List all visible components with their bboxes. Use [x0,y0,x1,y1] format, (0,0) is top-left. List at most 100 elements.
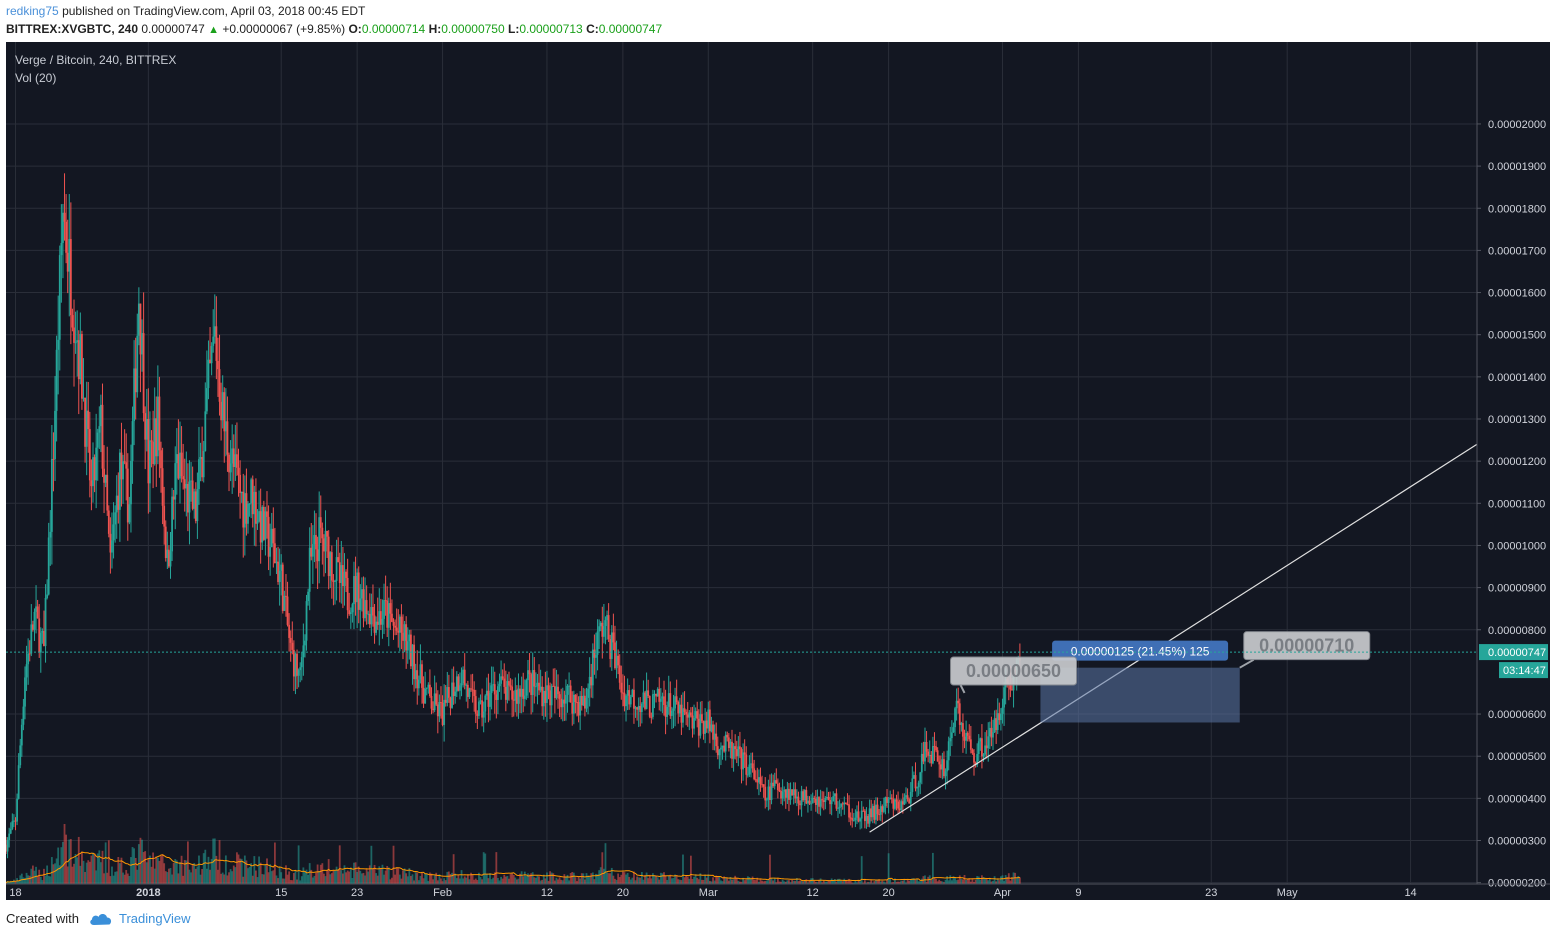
candle-body [669,693,672,716]
volume-bar [666,879,669,884]
candle-body [859,818,862,822]
volume-bar [88,861,91,884]
candle-body [854,817,857,821]
candle-body [112,524,115,541]
candle-body [223,392,226,432]
volume-bar [739,881,741,884]
tradingview-link[interactable]: TradingView [118,911,191,926]
volume-bar [982,877,985,884]
candle-body [587,688,589,698]
candle-body [511,686,514,700]
candle-body [609,639,612,659]
candle-body [362,589,365,619]
candle-body [454,691,457,697]
volume-bar [568,880,570,884]
volume-bar [190,872,192,884]
volume-bar [640,871,643,884]
candle-body [367,613,370,615]
volume-bar [302,867,305,884]
volume-bar [795,878,798,884]
volume-bar [463,876,466,884]
candle-body [976,754,979,766]
volume-bar [958,875,961,884]
candle-body [810,803,812,805]
candle-body [863,810,866,822]
volume-bar [707,874,710,884]
volume-bar [278,866,281,884]
candle-body [648,696,651,717]
candle-body [394,625,397,628]
candle-body [255,491,257,524]
volume-bar [13,879,15,884]
volume-bar [285,865,287,884]
volume-bar [538,876,540,884]
candle-body [852,820,855,822]
candle-body [585,697,588,709]
volume-bar [697,879,700,884]
candle-body [890,797,893,800]
volume-bar [504,876,507,884]
candle-body [144,413,147,440]
candle-body [55,349,58,411]
callout-text: 0.00000650 [966,661,1061,681]
volume-bar [988,877,991,884]
candle-body [217,360,219,370]
volume-bar [310,869,313,884]
volume-bar [250,863,253,884]
candle-body [693,717,695,729]
price-chart[interactable]: 0.00000125 (21.45%) 125 0.00000650 0.00000… [6,42,1550,900]
candle-body [33,611,36,630]
volume-bar [938,879,941,884]
volume-bar [702,879,705,884]
candle-body [52,458,55,460]
volume-bar [881,880,884,884]
volume-bar [1006,876,1009,884]
volume-bar [947,880,950,884]
volume-bar [292,873,295,884]
volume-bar [689,855,692,884]
volume-bar [577,876,580,884]
candle-body [69,239,72,316]
volume-bar [506,876,509,884]
volume-bar [376,875,379,884]
candle-body [27,653,30,665]
volume-bar [332,870,335,884]
chart-panel[interactable]: 0.00000125 (21.45%) 125 0.00000650 0.00000… [6,42,1550,900]
time-tick-label: 12 [807,887,819,899]
candle-body [87,410,90,430]
volume-bar [14,881,17,884]
volume-bar [484,853,487,884]
volume-bar [625,874,627,884]
candle-body [220,401,223,421]
candle-body [517,688,520,704]
candle-body [941,759,944,770]
candle-body [992,732,994,738]
candle-body [745,754,748,775]
volume-bar [870,879,873,884]
volume-bar [133,848,136,884]
candle-body [894,799,896,809]
candle-body [933,746,936,748]
candle-body [906,795,909,800]
volume-bar [111,866,113,884]
volume-bar [90,855,93,884]
volume-bar [876,880,879,884]
volume-bar [968,878,971,884]
volume-bar [224,855,227,884]
volume-bar [6,880,9,884]
volume-bar [160,855,162,884]
volume-bar [935,878,937,884]
candle-body [905,795,907,798]
candle-body [523,695,526,699]
candle-body [674,696,676,709]
candle-body [346,577,349,611]
candle-body [946,760,949,772]
author-link[interactable]: redking75 [6,4,59,18]
volume-bar [599,867,602,884]
candle-body [642,692,645,704]
candle-body [353,576,355,605]
volume-bar [708,880,711,884]
volume-bar [591,872,594,884]
volume-bar [57,847,60,884]
volume-bar [485,874,488,884]
